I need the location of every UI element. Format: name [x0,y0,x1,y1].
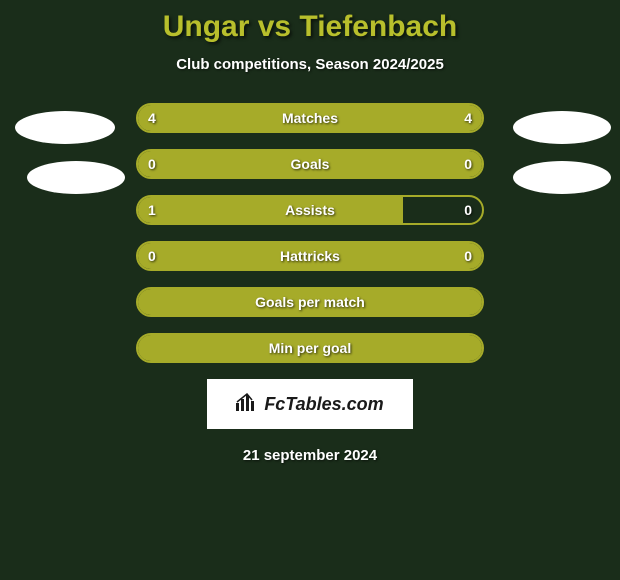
stat-row-inner: Goals per match [138,289,482,315]
page-title: Ungar vs Tiefenbach [0,10,620,44]
stat-row: Goals 0 0 [136,149,484,179]
stat-value-left: 0 [148,248,156,264]
stat-row-inner: Assists 1 0 [138,197,482,223]
player-left-avatar-2 [27,161,125,194]
stat-row-inner: Goals 0 0 [138,151,482,177]
player-right-avatar-1 [513,111,611,144]
stat-value-left: 0 [148,156,156,172]
stat-label: Min per goal [269,340,351,356]
stat-value-left: 1 [148,202,156,218]
logo-badge: FcTables.com [207,379,413,429]
stat-row: Assists 1 0 [136,195,484,225]
stat-row: Goals per match [136,287,484,317]
player-left-avatar-1 [15,111,115,144]
player-right-avatar-2 [513,161,611,194]
stat-value-right: 0 [464,156,472,172]
stat-row: Min per goal [136,333,484,363]
stat-label: Goals per match [255,294,365,310]
bar-left [138,197,403,223]
stat-label: Assists [285,202,335,218]
stat-row-inner: Min per goal [138,335,482,361]
bar-left [138,151,310,177]
stat-value-right: 0 [464,248,472,264]
stat-value-left: 4 [148,110,156,126]
stat-row-inner: Hattricks 0 0 [138,243,482,269]
stats-area: Matches44Goals00Assists10Hattricks00Goal… [0,103,620,363]
stat-value-right: 0 [464,202,472,218]
stat-label: Matches [282,110,338,126]
stat-row: Matches 4 4 [136,103,484,133]
logo-text: FcTables.com [264,394,383,415]
stat-row-inner: Matches 4 4 [138,105,482,131]
stat-row: Hattricks 0 0 [136,241,484,271]
stat-label: Hattricks [280,248,340,264]
subtitle: Club competitions, Season 2024/2025 [0,56,620,73]
chart-icon [236,393,258,416]
stat-label: Goals [291,156,330,172]
date-label: 21 september 2024 [0,447,620,464]
bar-right [310,151,482,177]
stat-rows: Matches44Goals00Assists10Hattricks00Goal… [136,103,484,363]
stat-value-right: 4 [464,110,472,126]
main-container: Ungar vs Tiefenbach Club competitions, S… [0,0,620,464]
